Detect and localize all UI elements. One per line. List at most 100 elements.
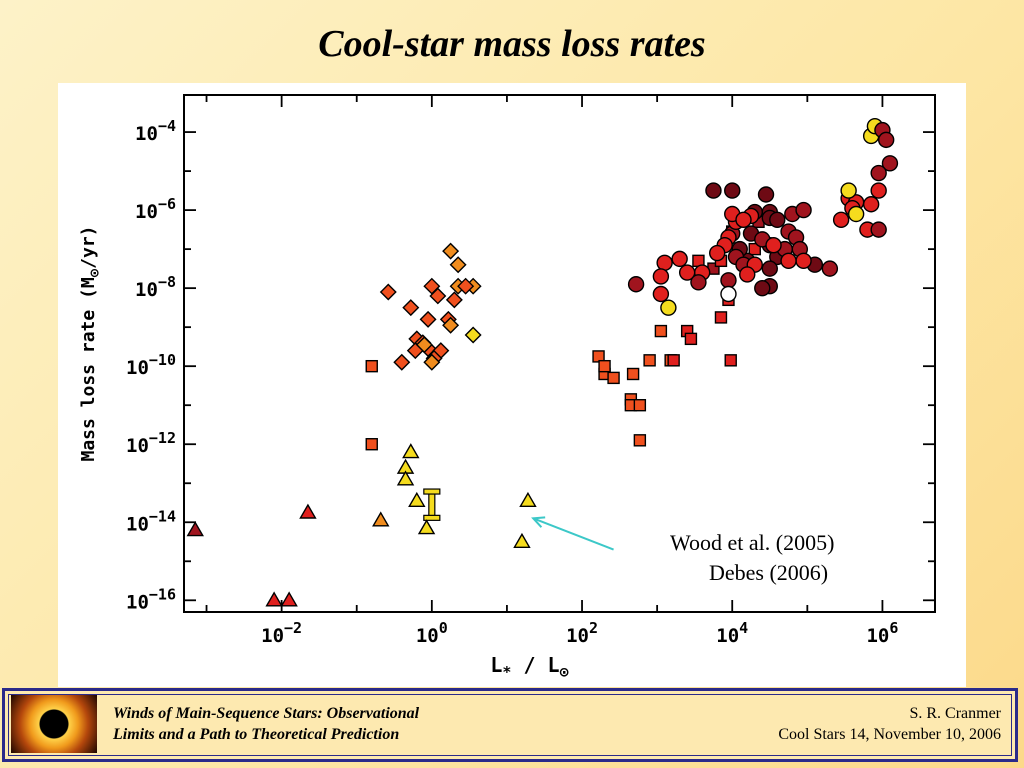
data-point-square [633,399,647,412]
data-point-triangle [519,491,537,507]
x-axis-label: L* / L⊙ [490,653,568,681]
data-point-square [365,438,378,451]
error-bar-stem [428,490,436,519]
y-tick-label: 10−16 [126,585,176,613]
data-point-circle [862,196,880,213]
data-point-circle [757,186,775,203]
data-point-diamond [445,291,463,309]
data-point-circle [709,244,726,262]
data-point-circle [652,285,670,303]
chart-panel: Wood et al. (2005) Debes (2006) 10−2 100 10… [58,83,966,687]
data-point-square [626,367,640,381]
data-point-circle [881,155,899,172]
data-point-triangle [186,521,204,537]
data-point-circle [840,182,857,199]
footer-title-line-1: Winds of Main-Sequence Stars: Observatio… [113,705,420,722]
data-point-square [365,359,378,373]
data-point-circle [705,182,722,199]
data-point-circle [832,211,850,229]
data-point-triangle [417,519,436,535]
data-point-circle [656,254,673,271]
x-tick-label: 100 [416,619,448,647]
data-point-circle [627,276,645,293]
data-point-circle [870,164,887,182]
data-point-diamond [457,277,475,295]
data-point-circle [847,205,865,223]
data-point-circle [769,211,786,229]
data-point-circle [870,182,887,199]
axis-labels-group: 10−2 100 102 104 106 10−4 10−6 10−8 10−10 10−12 10… [78,117,898,681]
y-tick-label: 10−4 [135,117,176,145]
footer-author: S. R. Cranmer [909,705,1001,722]
data-point-circle [870,221,887,238]
data-point-triangle [396,470,415,486]
data-point-circle [652,268,670,285]
data-point-diamond [419,310,437,328]
data-point-triangle [299,503,317,519]
y-tick-label: 10−10 [126,351,176,379]
data-point-circle [739,266,756,283]
footer-author-info: S. R. Cranmer Cool Stars 14, November 10… [778,703,1001,745]
data-point-square [643,354,656,367]
y-axis-label: Mass loss rate (M⊙/yr) [78,225,103,461]
data-point-diamond [449,256,467,274]
footer-conference: Cool Stars 14, November 10, 2006 [778,726,1001,743]
data-points-group [186,118,899,607]
y-tick-label: 10−8 [135,273,176,301]
data-point-triangle [408,491,426,507]
data-point-circle [690,274,707,291]
annotation-text-wood: Wood et al. (2005) [670,530,834,555]
data-point-circle [735,211,752,229]
data-point-square [654,324,668,338]
data-point-circle [765,237,782,254]
annotation-group: Wood et al. (2005) Debes (2006) [531,516,834,585]
data-point-triangle [265,591,283,607]
data-point-triangle [280,591,298,607]
data-point-square [598,359,611,373]
data-point-square [667,354,680,367]
data-point-square [684,332,698,346]
data-point-square [748,242,761,256]
data-point-triangle [513,532,531,548]
annotation-text-debes: Debes (2006) [709,560,828,585]
error-bar-cap-top [423,488,441,495]
data-point-circle [795,252,812,270]
data-point-square [724,354,737,367]
x-tick-label: 10−2 [261,619,302,647]
data-point-circle [660,299,677,316]
data-point-diamond [423,353,441,371]
x-tick-label: 104 [716,619,748,647]
data-point-diamond [415,336,433,354]
annotation-arrow-line [532,517,614,551]
data-point-circle [821,260,839,277]
mass-loss-chart: Wood et al. (2005)Debes (2006) 10−2 100 10… [78,94,936,681]
data-point-triangle [402,443,420,459]
y-tick-label: 10−14 [126,507,176,535]
sun-corona-logo-icon [11,695,97,753]
data-point-circle [720,285,737,303]
x-tick-label: 102 [566,619,598,647]
data-point-square [633,434,647,447]
data-point-circle [877,131,895,149]
data-point-diamond [393,353,411,371]
error-bar-group [423,488,441,521]
data-point-diamond [442,316,460,334]
data-point-circle [754,279,771,297]
plot-frame [183,94,936,613]
data-point-triangle [372,511,390,527]
x-tick-label: 106 [866,619,898,647]
footer-inner-border [8,694,1012,756]
slide-title: Cool-star mass loss rates [318,23,706,65]
data-point-circle [761,260,778,277]
data-point-circle [671,250,688,268]
footer-talk-title: Winds of Main-Sequence Stars: Observatio… [113,703,419,745]
y-tick-label: 10−6 [135,195,176,223]
data-point-circle [720,272,737,289]
error-bar-cap-bottom [423,514,441,521]
data-point-diamond [402,299,420,317]
y-tick-label: 10−12 [126,429,176,457]
data-point-circle [724,182,741,199]
data-point-circle [795,201,812,219]
data-point-diamond [429,287,447,305]
footer-title-line-2: Limits and a Path to Theoretical Predict… [113,726,400,743]
